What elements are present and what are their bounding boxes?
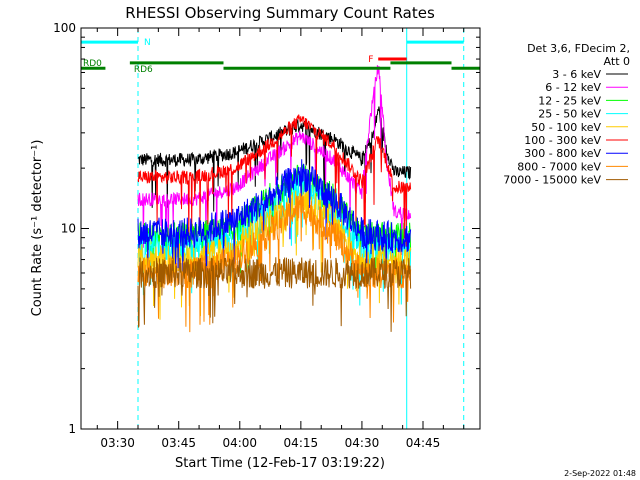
series-line-5 — [137, 114, 412, 247]
legend-header-0: Det 3,6, FDecim 2, — [527, 42, 630, 55]
legend-label-4: 50 - 100 keV — [531, 121, 601, 134]
legend-label-8: 7000 - 15000 keV — [503, 174, 601, 187]
y-tick-label-0: 1 — [68, 422, 76, 436]
status-bar-label-3: RD0 — [83, 59, 102, 69]
legend-header-1: Att 0 — [604, 55, 630, 68]
status-bar-label-4: RD6 — [134, 65, 153, 75]
x-axis-label: Start Time (12-Feb-17 03:19:22) — [175, 456, 385, 471]
x-tick-label-1: 03:45 — [161, 436, 196, 450]
legend-label-7: 800 - 7000 keV — [517, 160, 601, 173]
footer-timestamp: 2-Sep-2022 01:48 — [564, 469, 636, 478]
y-tick-label-2: 100 — [53, 21, 76, 35]
legend-label-2: 12 - 25 keV — [538, 94, 601, 107]
x-tick-label-3: 04:15 — [284, 436, 319, 450]
x-tick-label-2: 04:00 — [222, 436, 257, 450]
y-axis-label: Count Rate (s⁻¹ detector⁻¹) — [30, 140, 45, 317]
legend-label-6: 300 - 800 keV — [524, 147, 601, 160]
chart-title: RHESSI Observing Summary Count Rates — [125, 4, 435, 22]
plot-area: N F RD0 RD6 03:30 03:45 04:00 04:15 04:30 04:45 1 1… — [53, 21, 481, 450]
legend-label-5: 100 - 300 keV — [524, 134, 601, 147]
series-line-8 — [137, 257, 412, 332]
status-bar-label-2: F — [368, 55, 373, 65]
legend-label-1: 6 - 12 keV — [545, 81, 601, 94]
legend-label-0: 3 - 6 keV — [552, 68, 601, 81]
series-line-6 — [137, 159, 412, 286]
y-tick-label-1: 10 — [61, 222, 76, 236]
status-bar-label-0: N — [144, 38, 151, 48]
x-tick-label-0: 03:30 — [100, 436, 135, 450]
x-tick-label-4: 04:30 — [345, 436, 380, 450]
legend-label-3: 25 - 50 keV — [538, 108, 601, 121]
x-tick-label-5: 04:45 — [406, 436, 441, 450]
